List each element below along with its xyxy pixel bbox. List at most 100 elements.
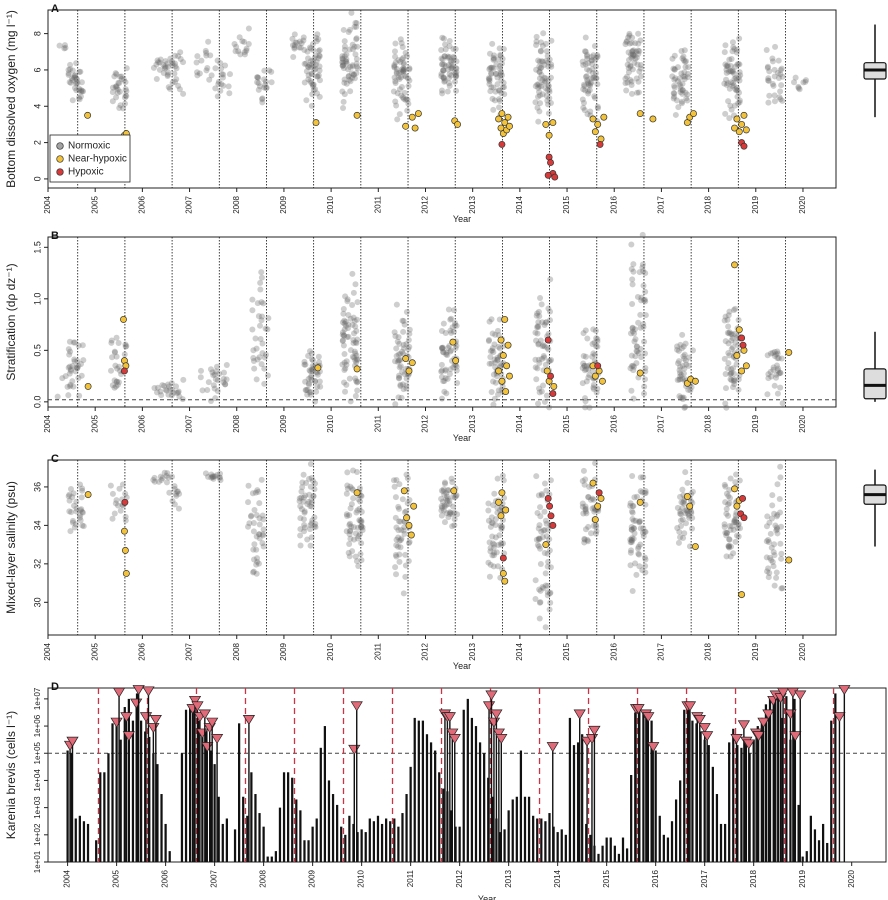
normoxic-point bbox=[629, 535, 636, 542]
normoxic-point bbox=[398, 40, 405, 47]
normoxic-point bbox=[591, 339, 598, 346]
count-bar bbox=[536, 818, 539, 862]
normoxic-point bbox=[635, 30, 642, 37]
normoxic-point bbox=[443, 510, 450, 517]
near-hypoxic-point bbox=[353, 111, 361, 119]
normoxic-point bbox=[587, 80, 594, 87]
normoxic-point bbox=[400, 345, 407, 352]
near-hypoxic-point bbox=[501, 577, 509, 585]
normoxic-point bbox=[579, 364, 586, 371]
normoxic-point bbox=[263, 84, 270, 91]
normoxic-point bbox=[498, 540, 505, 547]
normoxic-point bbox=[298, 494, 305, 501]
count-bar bbox=[740, 747, 743, 862]
normoxic-point bbox=[306, 367, 313, 374]
normoxic-point bbox=[581, 83, 588, 90]
count-bar bbox=[225, 818, 228, 862]
normoxic-point bbox=[734, 525, 741, 532]
normoxic-point bbox=[627, 502, 634, 509]
count-bar bbox=[82, 821, 86, 862]
normoxic-point bbox=[541, 61, 548, 68]
normoxic-point bbox=[122, 490, 129, 497]
normoxic-point bbox=[113, 83, 120, 90]
normoxic-point bbox=[261, 84, 268, 91]
normoxic-point bbox=[393, 524, 400, 531]
normoxic-point bbox=[394, 338, 401, 345]
bloom-marker bbox=[206, 717, 219, 728]
normoxic-point bbox=[681, 47, 688, 54]
normoxic-point bbox=[164, 381, 171, 388]
normoxic-point bbox=[249, 326, 256, 333]
normoxic-point bbox=[116, 104, 123, 111]
bloom-marker bbox=[776, 687, 790, 698]
normoxic-point bbox=[679, 375, 686, 382]
normoxic-point bbox=[541, 79, 548, 86]
normoxic-point bbox=[406, 65, 413, 72]
normoxic-point bbox=[543, 533, 550, 540]
normoxic-point bbox=[162, 64, 169, 71]
normoxic-point bbox=[171, 70, 178, 77]
near-hypoxic-point bbox=[410, 502, 418, 510]
count-bar bbox=[107, 753, 110, 862]
normoxic-point bbox=[406, 326, 413, 333]
normoxic-point bbox=[390, 88, 397, 95]
normoxic-point bbox=[347, 527, 354, 534]
normoxic-point bbox=[176, 393, 183, 400]
normoxic-point bbox=[638, 354, 645, 361]
normoxic-point bbox=[622, 41, 629, 48]
normoxic-point bbox=[440, 67, 447, 74]
normoxic-point bbox=[676, 75, 683, 82]
normoxic-point bbox=[344, 482, 351, 489]
normoxic-point bbox=[401, 509, 408, 516]
normoxic-point bbox=[223, 376, 230, 383]
normoxic-point bbox=[308, 376, 315, 383]
normoxic-point bbox=[203, 52, 210, 59]
normoxic-point bbox=[727, 543, 734, 550]
count-bar bbox=[826, 842, 829, 862]
normoxic-point bbox=[241, 49, 248, 56]
normoxic-point bbox=[303, 68, 310, 75]
normoxic-point bbox=[395, 534, 402, 541]
normoxic-point bbox=[734, 61, 741, 68]
normoxic-point bbox=[775, 75, 782, 82]
normoxic-point bbox=[399, 56, 406, 63]
normoxic-point bbox=[684, 508, 691, 515]
normoxic-point bbox=[347, 315, 354, 322]
normoxic-point bbox=[260, 526, 267, 533]
count-bar bbox=[576, 742, 580, 862]
count-bar bbox=[348, 815, 351, 862]
count-bar bbox=[478, 742, 482, 862]
normoxic-point bbox=[448, 329, 455, 336]
normoxic-point bbox=[305, 72, 312, 79]
normoxic-point bbox=[766, 519, 773, 526]
normoxic-point bbox=[314, 90, 321, 97]
normoxic-point bbox=[396, 481, 403, 488]
normoxic-point bbox=[217, 477, 224, 484]
normoxic-point bbox=[214, 93, 221, 100]
normoxic-point bbox=[682, 469, 689, 476]
near-hypoxic-point bbox=[84, 382, 92, 390]
normoxic-point bbox=[216, 370, 223, 377]
count-bar bbox=[540, 818, 543, 862]
normoxic-point bbox=[315, 72, 322, 79]
normoxic-point bbox=[306, 491, 313, 498]
normoxic-point bbox=[538, 492, 545, 499]
normoxic-point bbox=[207, 366, 214, 373]
normoxic-point bbox=[72, 74, 79, 81]
normoxic-point bbox=[266, 67, 273, 74]
near-hypoxic-point bbox=[506, 372, 513, 380]
y-tick-label: 1e+01 bbox=[33, 850, 42, 873]
normoxic-point bbox=[453, 73, 460, 80]
normoxic-point bbox=[540, 352, 547, 359]
normoxic-point bbox=[629, 48, 636, 55]
near-hypoxic-point bbox=[402, 355, 410, 363]
normoxic-point bbox=[681, 75, 688, 82]
normoxic-point bbox=[400, 61, 407, 68]
normoxic-point bbox=[677, 508, 684, 515]
normoxic-point bbox=[73, 87, 80, 94]
normoxic-point bbox=[541, 526, 548, 533]
normoxic-point bbox=[680, 57, 687, 64]
normoxic-point bbox=[73, 60, 80, 67]
normoxic-point bbox=[310, 47, 317, 54]
normoxic-point bbox=[679, 505, 686, 512]
